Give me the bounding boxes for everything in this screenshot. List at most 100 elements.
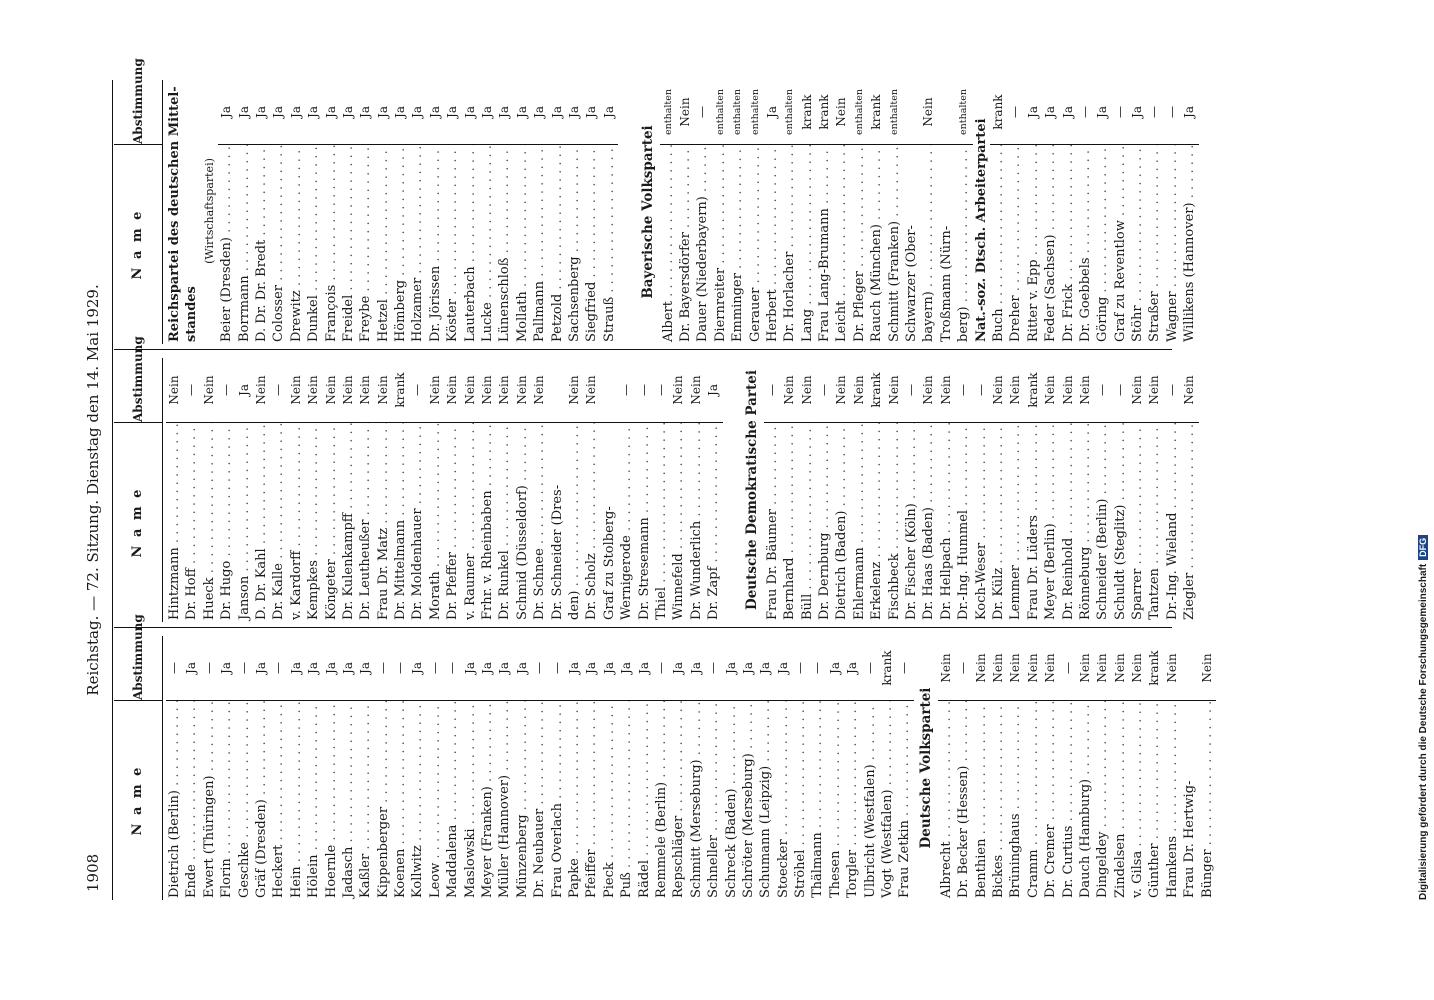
member-vote: Nein [339,358,358,423]
member-name: Dr. Pfleger [851,145,868,344]
member-row: HoernleJa [322,636,340,900]
member-name: Thiel [653,423,670,622]
member-row: KösterJa [444,80,462,344]
member-row: Meyer (Franken)Ja [479,636,497,900]
member-row: v. RaumerNein [461,358,480,622]
member-row: Dr.-Ing. Wieland— [1163,358,1182,622]
party-name: Bayerische Volkspartei [639,125,656,299]
member-name: Kollwitz [409,701,426,900]
member-row: StraußJa [600,80,619,344]
member-row: Frau Dr. Hertwig- [1181,636,1199,900]
member-name: bayern) [920,145,937,344]
member-row: Feder (Sachsen)Ja [1042,80,1060,344]
column-header: N a m e Abstimmung [114,614,163,900]
member-row: PapkeJa [565,636,584,900]
member-vote: Ja [322,636,340,701]
member-vote: — [270,358,288,423]
member-name: Dr. Leutheußer [357,423,374,622]
member-name: Dr. Frick [1060,145,1077,344]
member-vote: enthalten [885,80,904,145]
member-vote: krank [1024,358,1043,423]
member-row: Dr. Stresemann— [635,358,653,622]
member-name: Dr. Fischer (Köln) [903,423,920,622]
vote-header: Abstimmung [114,336,162,423]
member-vote [937,80,956,145]
member-name: Müller (Hannover) [496,701,513,900]
member-row: Dr. SchneeNein [531,358,549,622]
member-row: Frau Zetkin— [896,636,914,900]
member-name: Lauterbach [462,145,479,344]
member-row: Dr. Hoff— [183,358,201,622]
member-vote: Nein [1042,358,1060,423]
member-vote: — [409,358,427,423]
member-name: Dr. Wunderlich [688,423,705,622]
member-vote: — [652,636,671,701]
member-row: HueckNein [200,358,219,622]
member-vote: Nein [833,358,851,423]
member-vote: Nein [989,636,1008,701]
party-name: Nat.-soz. Dtsch. Arbeiterpartei [973,118,989,342]
member-name: Pieck [601,701,618,900]
member-name: Buch [990,145,1007,344]
member-row: BenthienNein [972,636,990,900]
member-row: Leow— [426,636,445,900]
member-row: Dr. WunderlichNein [687,358,706,622]
page-title: Reichstag. — 72. Sitzung. Dienstag den 1… [84,284,102,696]
member-row: Diernreiterenthalten [711,80,730,344]
member-vote: Nein [1007,358,1025,423]
member-name: Frau Dr. Matz [375,423,392,622]
member-row: Dr. Curtius— [1059,636,1077,900]
member-row: Dr. Haas (Baden)Nein [920,358,938,622]
member-name: Kempkes [305,423,322,622]
member-name: Dr. Kulenkampff [340,423,357,622]
member-vote: Nein [937,636,956,701]
member-row: BrüninghausNein [1007,636,1025,900]
member-name: Frau Lang-Brumann [816,145,833,344]
member-vote: Ja [565,636,584,701]
member-vote: Ja [218,80,236,145]
spacer [618,80,635,344]
member-row: StöhrJa [1129,80,1147,344]
member-name: Schröter (Merseburg) [740,701,757,900]
member-name: Morath [427,423,444,622]
member-name: Hueck [201,423,218,622]
party-name: Deutsche Volkspartei [917,687,934,849]
member-vote: Ja [357,636,375,701]
member-name: Dietrich (Baden) [833,423,850,622]
member-row: ThesenJa [826,636,845,900]
member-name: Schmid (Düsseldorf) [514,423,531,622]
member-name: Emminger [729,145,746,344]
member-row: BüngerNein [1198,636,1217,900]
member-vote: krank [798,80,817,145]
member-name: Köster [444,145,461,344]
member-row: Heckert— [270,636,288,900]
member-vote: enthalten [659,80,677,145]
member-row: D. Dr. Dr. BredtJa [252,80,271,344]
member-name: berg) [955,145,972,344]
member-row: KempkesNein [305,358,323,622]
member-row: ZindelsenNein [1111,636,1130,900]
member-vote: Nein [937,358,956,423]
member-row: Vogt (Westfalen)krank [879,636,897,900]
member-name: Dr. Goebbels [1077,145,1094,344]
member-vote: Nein [426,358,445,423]
member-name: Schumann (Leipzig) [757,701,774,900]
column-header: N a m e Abstimmung [114,336,163,622]
column-divider [114,627,1172,628]
party-heading: Deutsche Volkspartei [914,636,938,900]
member-name: Lang [799,145,816,344]
member-name: Thälmann [809,701,826,900]
member-row: Dr. Goebbels— [1076,80,1095,344]
member-vote: Nein [1059,358,1077,423]
member-row: Schneider (Berlin)— [1094,358,1112,622]
member-vote: Ja [287,80,306,145]
member-vote: Ja [1042,80,1060,145]
member-row: Schneller— [705,636,723,900]
member-name: Schmitt (Merseburg) [688,701,705,900]
member-vote: Ja [183,636,201,701]
member-row: Frau Dr. Bäumer— [763,358,782,622]
member-name: Dr. Runkel [496,423,513,622]
member-row: Meyer (Berlin)Nein [1042,358,1060,622]
member-vote: krank [1146,636,1164,701]
member-row: Dr. JörissenJa [426,80,445,344]
